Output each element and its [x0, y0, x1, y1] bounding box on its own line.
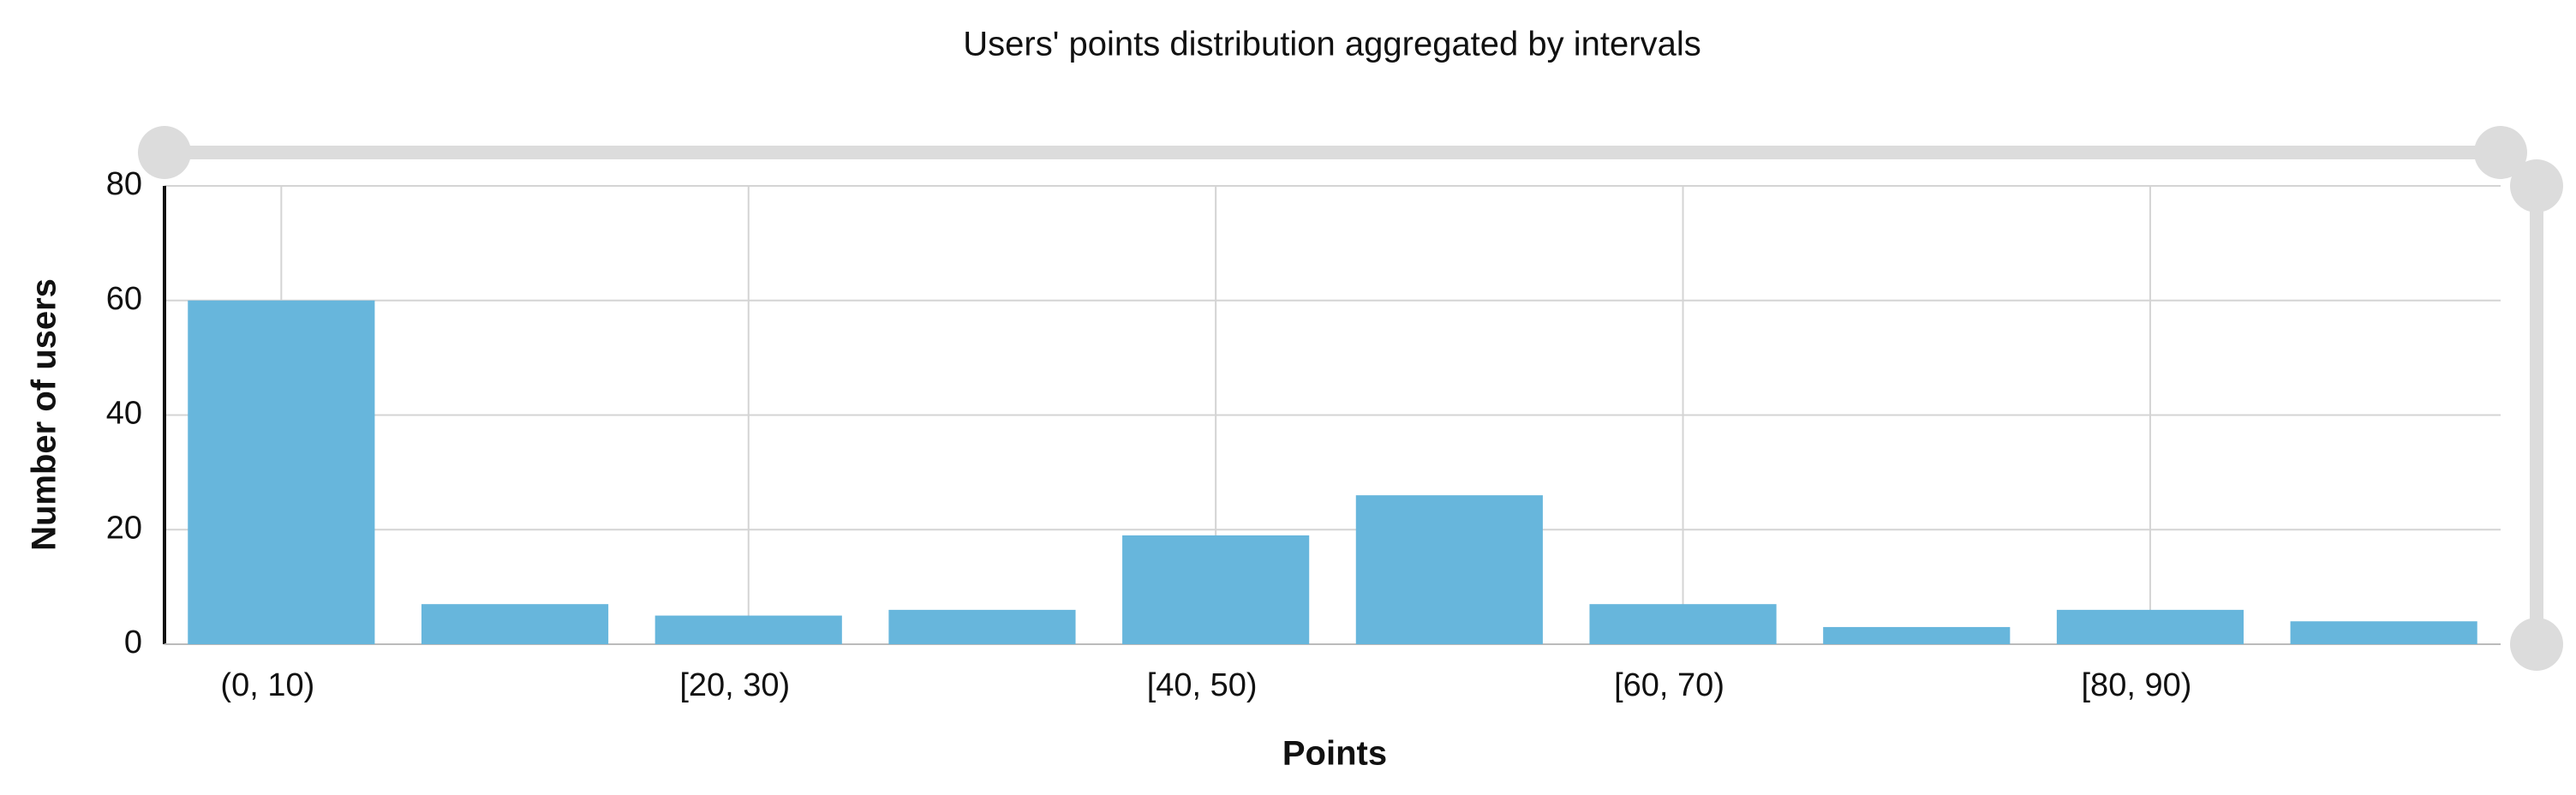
- slider-handle[interactable]: [2510, 618, 2563, 671]
- y-tick-label: 60: [106, 281, 142, 317]
- x-tick-label: (0, 10): [220, 667, 314, 703]
- x-tick-label: [60, 70): [1614, 667, 1724, 703]
- bar: [2290, 621, 2477, 644]
- y-tick-label: 40: [106, 396, 142, 432]
- bar: [1589, 604, 1777, 644]
- x-tick-label: [40, 50): [1147, 667, 1258, 703]
- y-tick-label: 80: [106, 166, 142, 202]
- x-tick-label: [20, 30): [679, 667, 790, 703]
- y-tick-label: 0: [124, 625, 142, 661]
- slider-handle[interactable]: [138, 126, 191, 179]
- y-axis-label: Number of users: [26, 278, 63, 551]
- bar: [1355, 495, 1543, 644]
- x-tick-label: [80, 90): [2082, 667, 2192, 703]
- horizontal-range-slider[interactable]: [138, 126, 2527, 179]
- slider-handle[interactable]: [2510, 159, 2563, 212]
- chart-title: Users' points distribution aggregated by…: [963, 26, 1700, 63]
- bar: [1122, 535, 1310, 644]
- bar: [888, 609, 1076, 644]
- bar: [188, 300, 375, 644]
- bar: [421, 604, 609, 644]
- slider-handle[interactable]: [2474, 126, 2527, 179]
- bar: [1823, 626, 2011, 644]
- vertical-range-slider[interactable]: [2510, 159, 2563, 671]
- bar: [654, 615, 842, 644]
- bar: [2056, 609, 2244, 644]
- y-tick-label: 20: [106, 510, 142, 546]
- x-axis-label: Points: [1282, 735, 1387, 773]
